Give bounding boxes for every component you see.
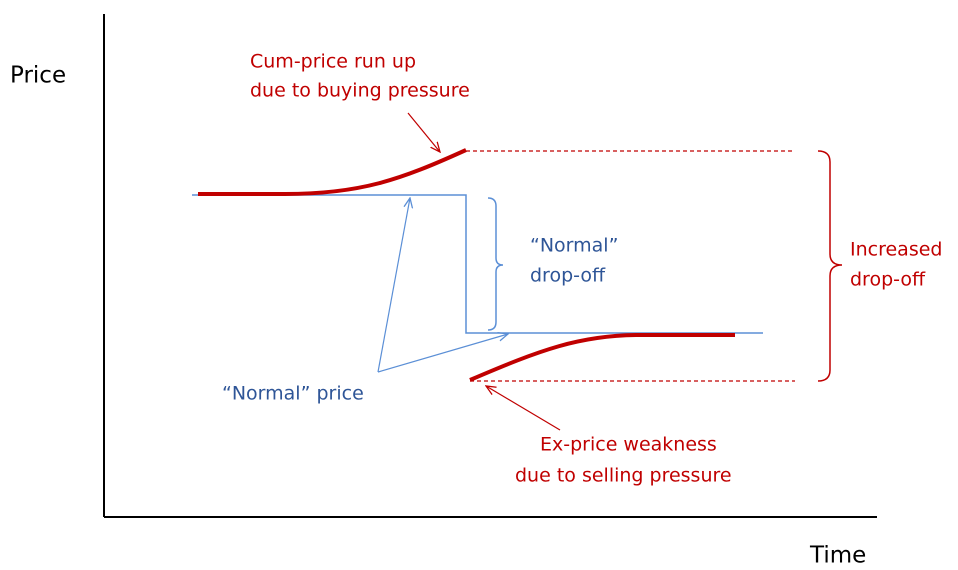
increased-brace: [817, 150, 843, 382]
y-axis-label: Price: [10, 63, 66, 89]
annotation: drop-off: [850, 269, 926, 291]
annotation: Ex-price weakness: [540, 434, 717, 456]
x-axis-label: Time: [809, 543, 866, 569]
cum-price-curve: [198, 148, 467, 196]
annotation: drop-off: [530, 265, 606, 287]
annotation: due to buying pressure: [250, 80, 470, 102]
annotation: “Normal” price: [222, 383, 364, 405]
arrow: [377, 334, 508, 373]
normal-brace: [487, 197, 504, 331]
annotation: due to selling pressure: [515, 465, 732, 487]
annotation: Cum-price run up: [250, 51, 416, 73]
annotation: “Normal”: [530, 235, 618, 257]
annotation: Increased: [850, 239, 942, 261]
arrow: [486, 386, 561, 431]
normal-price-line: [192, 194, 763, 334]
arrow: [407, 112, 440, 152]
arrow: [377, 198, 410, 373]
ex-price-curve: [469, 333, 735, 382]
